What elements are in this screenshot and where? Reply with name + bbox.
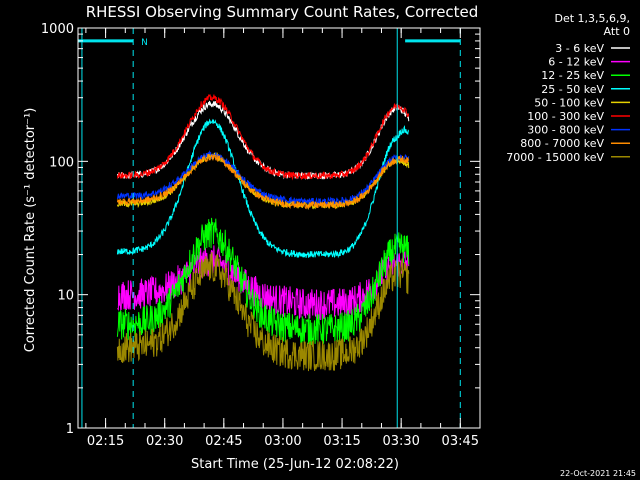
background-series-0 <box>116 234 409 429</box>
x-tick-label-6: 03:45 <box>442 434 479 449</box>
plot-frame <box>77 27 481 429</box>
x-tick-label-3: 03:00 <box>264 434 301 449</box>
series-line-5 <box>116 94 410 181</box>
x-tick-label-4: 03:15 <box>323 434 360 449</box>
legend-label-5: 100 - 300 keV <box>527 110 604 123</box>
series-line-2 <box>116 217 410 345</box>
x-tick-label-2: 02:45 <box>205 434 242 449</box>
legend-label-1: 6 - 12 keV <box>548 56 604 69</box>
y-tick-label-1: 10 <box>57 289 74 304</box>
x-tick-label-1: 02:30 <box>146 434 183 449</box>
series-line-8 <box>116 251 410 372</box>
y-tick-label-3: 1000 <box>41 22 74 37</box>
legend-label-3: 25 - 50 keV <box>541 83 604 96</box>
y-tick-label-2: 100 <box>49 155 74 170</box>
series-line-7 <box>116 153 410 210</box>
legend-header-1: Att 0 <box>604 25 630 38</box>
plot-area: N <box>78 28 461 429</box>
series-line-1 <box>117 245 410 321</box>
legend-label-2: 12 - 25 keV <box>541 69 604 82</box>
y-tick-label-0: 1 <box>66 422 74 437</box>
legend-label-0: 3 - 6 keV <box>555 42 604 55</box>
night-marker-label: N <box>141 38 148 48</box>
legend-label-7: 800 - 7000 keV <box>520 137 604 150</box>
x-axis-label: Start Time (25-Jun-12 02:08:22) <box>191 457 399 472</box>
chart-title: RHESSI Observing Summary Count Rates, Co… <box>86 3 479 21</box>
legend-label-8: 7000 - 15000 keV <box>506 151 604 164</box>
y-axis-label: Corrected Count Rate (s⁻¹ detector⁻¹) <box>23 108 38 353</box>
x-tick-label-0: 02:15 <box>87 434 124 449</box>
legend-label-4: 50 - 100 keV <box>534 96 604 109</box>
series-line-3 <box>116 118 410 259</box>
generated-timestamp: 22-Oct-2021 21:45 <box>560 469 636 478</box>
x-tick-label-5: 03:30 <box>382 434 419 449</box>
axes: 1 10 100 1000 02:15 02:30 02:45 03:00 03:15 03:30… <box>41 22 481 449</box>
legend-label-6: 300 - 800 keV <box>527 124 604 137</box>
legend-header-0: Det 1,3,5,6,9, <box>554 12 630 25</box>
